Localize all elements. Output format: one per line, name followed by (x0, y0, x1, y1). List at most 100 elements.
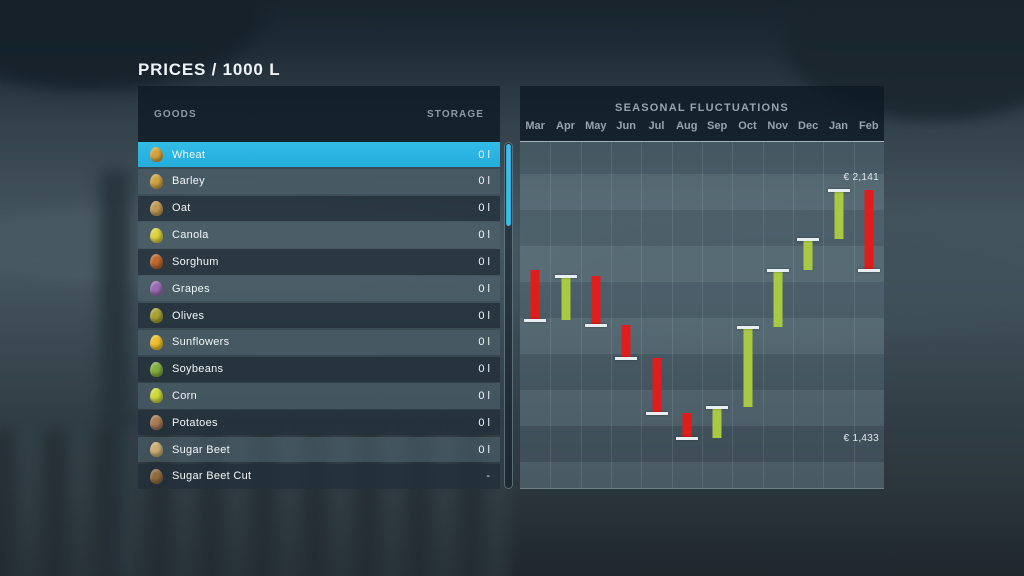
goods-row-sugar-beet-cut[interactable]: Sugar Beet Cut - (138, 463, 500, 490)
chart-title: SEASONAL FLUCTUATIONS (615, 102, 789, 114)
price-tick-nov (766, 268, 789, 272)
soybean-icon (150, 361, 163, 377)
goods-row-storage: 0 l (478, 202, 490, 215)
goods-row-corn[interactable]: Corn 0 l (138, 383, 500, 409)
month-label-feb: Feb (858, 120, 879, 132)
goods-row-sunflowers[interactable]: Sunflowers 0 l (138, 329, 500, 355)
month-label-jun: Jun (616, 120, 636, 132)
potato-icon (150, 415, 163, 431)
month-label-jul: Jul (648, 120, 665, 132)
goods-row-label: Sorghum (172, 255, 219, 268)
month-label-apr: Apr (556, 120, 575, 132)
price-tick-sep (706, 406, 729, 410)
sorghum-icon (150, 254, 163, 270)
oat-icon (150, 200, 163, 216)
goods-row-label: Wheat (172, 148, 206, 161)
goods-row-label: Soybeans (172, 363, 224, 376)
wheat-icon (150, 147, 163, 163)
goods-scrollbar-thumb[interactable] (506, 144, 511, 226)
goods-row-wheat[interactable]: Wheat 0 l (138, 142, 500, 168)
goods-row-sorghum[interactable]: Sorghum 0 l (138, 249, 500, 275)
price-tick-mar (524, 318, 547, 322)
price-tick-feb (857, 268, 880, 272)
gridline (793, 142, 794, 488)
candle-sep (712, 407, 722, 438)
candle-jan (834, 189, 843, 240)
month-label-oct: Oct (738, 120, 757, 132)
goods-row-storage: 0 l (478, 336, 490, 349)
goods-row-storage: 0 l (478, 416, 490, 429)
month-axis: Mar Apr May Jun Jul Aug Sep Oct Nov Dec … (520, 120, 884, 132)
goods-row-grapes[interactable]: Grapes 0 l (138, 276, 500, 302)
goods-row-potatoes[interactable]: Potatoes 0 l (138, 410, 500, 436)
goods-row-label: Canola (172, 229, 209, 242)
goods-row-soybeans[interactable]: Soybeans 0 l (138, 356, 500, 382)
goods-row-label: Sunflowers (172, 336, 230, 349)
month-label-may: May (585, 120, 607, 132)
goods-row-label: Barley (172, 175, 205, 188)
gridline (611, 142, 612, 488)
gridline (580, 142, 582, 488)
goods-column-header: GOODS (154, 108, 197, 120)
goods-row-barley[interactable]: Barley 0 l (138, 168, 500, 195)
price-tick-jan (827, 188, 850, 192)
price-chart-plot: € 2,141 € 1,433 (520, 142, 884, 489)
goods-row-storage: 0 l (478, 229, 490, 242)
goods-row-label: Sugar Beet (172, 443, 231, 456)
goods-row-storage: 0 l (478, 389, 490, 402)
candle-feb (864, 189, 874, 270)
goods-row-storage: 0 l (478, 282, 490, 295)
candle-jun (621, 325, 631, 359)
candle-jul (652, 358, 661, 413)
goods-panel: GOODS STORAGE Wheat 0 l Barley 0 l Oat 0… (138, 86, 500, 490)
sunflower-icon (150, 334, 163, 350)
price-tick-apr (554, 275, 577, 279)
month-label-dec: Dec (798, 120, 819, 132)
goods-row-storage: 0 l (478, 309, 490, 322)
candle-oct (743, 326, 752, 408)
canola-icon (150, 227, 163, 243)
page-title: PRICES / 1000 L (138, 60, 281, 79)
goods-row-label: Grapes (172, 282, 210, 295)
month-label-aug: Aug (676, 120, 698, 132)
candle-mar (530, 269, 540, 320)
goods-list: Wheat 0 l Barley 0 l Oat 0 l Canola 0 l … (138, 142, 500, 490)
olives-icon (150, 308, 163, 324)
corn-icon (150, 388, 163, 404)
goods-row-olives[interactable]: Olives 0 l (138, 302, 500, 329)
gridline (762, 142, 764, 488)
candle-aug (682, 412, 692, 438)
goods-row-storage: - (486, 470, 490, 483)
grapes-icon (150, 281, 163, 297)
goods-scrollbar-track[interactable] (504, 142, 513, 489)
min-price-label: € 1,433 (843, 433, 879, 444)
goods-row-storage: 0 l (478, 175, 490, 188)
goods-list-header: GOODS STORAGE (138, 86, 500, 142)
candle-may (591, 276, 601, 326)
goods-row-canola[interactable]: Canola 0 l (138, 222, 500, 248)
sugar-beet-icon (150, 442, 163, 458)
gridline (853, 142, 855, 488)
goods-row-sugar-beet[interactable]: Sugar Beet 0 l (138, 436, 500, 463)
goods-row-label: Olives (172, 309, 205, 322)
goods-row-storage: 0 l (478, 255, 490, 268)
month-label-sep: Sep (707, 120, 728, 132)
gridline (550, 142, 552, 488)
price-tick-jun (615, 357, 638, 361)
barley-icon (150, 173, 163, 189)
gridline (823, 142, 825, 488)
month-label-jan: Jan (828, 120, 848, 132)
gridline (641, 142, 643, 488)
goods-row-label: Sugar Beet Cut (172, 470, 252, 483)
month-label-nov: Nov (767, 120, 789, 132)
sugar-beet-cut-icon (150, 468, 163, 484)
price-tick-dec (797, 238, 820, 242)
goods-row-label: Oat (172, 202, 191, 215)
goods-row-oat[interactable]: Oat 0 l (138, 195, 500, 221)
month-label-mar: Mar (525, 120, 545, 132)
price-tick-oct (736, 325, 759, 329)
goods-row-label: Potatoes (172, 416, 218, 429)
candle-nov (773, 269, 783, 327)
goods-row-label: Corn (172, 389, 198, 402)
storage-column-header: STORAGE (427, 108, 484, 120)
